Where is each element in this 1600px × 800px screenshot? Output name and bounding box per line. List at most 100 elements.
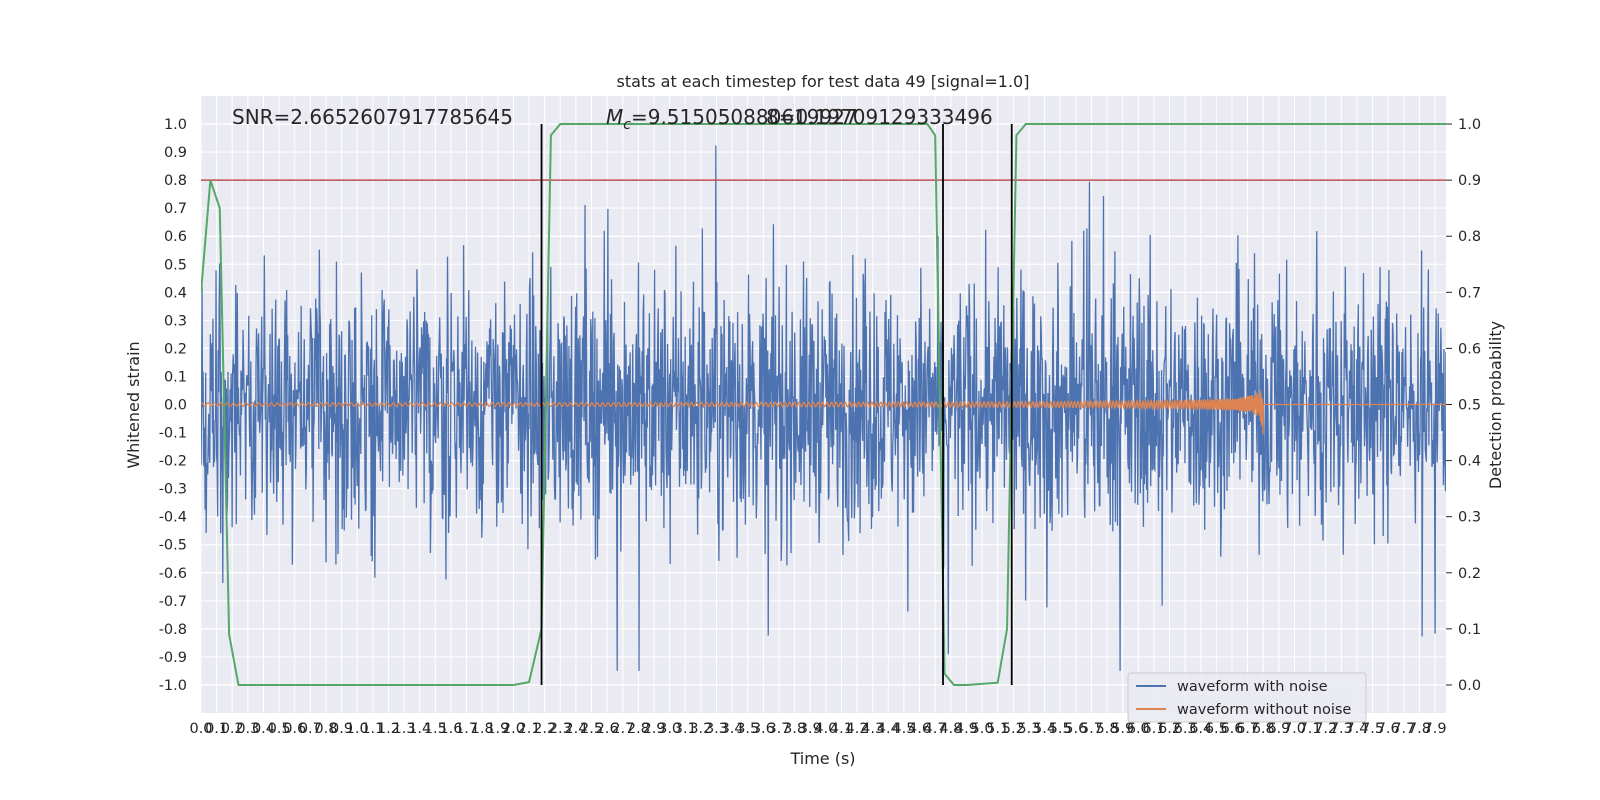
snr-annotation: SNR=2.6652607917785645 — [232, 105, 513, 129]
y2-tick-label: 0.3 — [1458, 510, 1481, 526]
x-tick-label: 1.9 — [486, 721, 509, 737]
y-tick-label: -0.7 — [159, 594, 187, 610]
x-tick-label: 6.4 — [1189, 721, 1212, 737]
x-tick-label: 2.1 — [518, 721, 541, 737]
x-tick-label: 2.5 — [580, 721, 603, 737]
y-tick-label: 1.0 — [164, 117, 187, 133]
chirp-mass-annotation: Mc=9.515050880619927 — [606, 105, 858, 133]
x-tick-label: 3.8 — [783, 721, 806, 737]
chart-title: stats at each timestep for test data 49 … — [617, 72, 1030, 91]
chirp-mass-subscript: c — [623, 117, 631, 133]
y-tick-label: -0.6 — [159, 566, 187, 582]
plot-area — [201, 123, 1446, 686]
x-tick-label: 4.1 — [830, 721, 853, 737]
y2-tick-label: 0.6 — [1458, 341, 1481, 357]
overlap-annotation: 8=0.19709129333496 — [766, 105, 993, 129]
x-tick-label: 4.4 — [877, 721, 900, 737]
x-tick-label: 1.6 — [439, 721, 462, 737]
y2-tick-label: 0.7 — [1458, 285, 1481, 301]
x-tick-label: 0.7 — [299, 721, 322, 737]
x-tick-label: 0.1 — [205, 721, 228, 737]
x-tick-label: 6.5 — [1205, 721, 1228, 737]
y-tick-label: 0.9 — [164, 145, 187, 161]
y-tick-label: -0.8 — [159, 622, 187, 638]
x-tick-label: 3.9 — [799, 721, 822, 737]
x-tick-label: 7.1 — [1299, 721, 1322, 737]
y-tick-label: 0.3 — [164, 313, 187, 329]
y-tick-label: 0.6 — [164, 229, 187, 245]
x-tick-label: 6.8 — [1252, 721, 1275, 737]
x-tick-label: 1.0 — [346, 721, 369, 737]
legend-label-noise: waveform with noise — [1177, 679, 1328, 695]
x-tick-label: 2.4 — [564, 721, 587, 737]
x-tick-label: 7.2 — [1314, 721, 1337, 737]
x-tick-label: 0.4 — [252, 721, 275, 737]
y2-tick-label: 0.2 — [1458, 566, 1481, 582]
x-tick-label: 5.1 — [986, 721, 1009, 737]
x-axis-label: Time (s) — [789, 749, 855, 768]
x-tick-label: 6.1 — [1142, 721, 1165, 737]
x-tick-label: 5.2 — [1002, 721, 1025, 737]
y2-tick-labels: 0.0 0.1 0.2 0.3 0.4 0.5 0.6 0.7 0.8 0.9 1.0 — [1446, 117, 1481, 694]
y2-tick-label: 0.8 — [1458, 229, 1481, 245]
legend-box — [1127, 672, 1367, 723]
x-tick-label: 6.9 — [1267, 721, 1290, 737]
y-tick-label: 0.7 — [164, 201, 187, 217]
y2-axis-label: Detection probability — [1486, 321, 1505, 489]
chirp-mass-value: =9.515050880619927 — [631, 105, 858, 129]
y-tick-label: -0.5 — [159, 538, 187, 554]
x-tick-label: 1.4 — [408, 721, 431, 737]
x-tick-label: 5.8 — [1095, 721, 1118, 737]
x-tick-label: 1.3 — [393, 721, 416, 737]
y-axis-label: Whitened strain — [124, 341, 143, 468]
x-tick-label: 5.9 — [1111, 721, 1134, 737]
x-tick-label: 2.2 — [533, 721, 556, 737]
y-tick-label: -0.1 — [159, 426, 187, 442]
x-tick-label: 4.7 — [924, 721, 947, 737]
x-tick-label: 1.2 — [377, 721, 400, 737]
x-tick-label: 2.7 — [611, 721, 634, 737]
x-tick-label: 4.9 — [955, 721, 978, 737]
x-tick-label: 2.0 — [502, 721, 525, 737]
x-tick-label: 2.8 — [627, 721, 650, 737]
x-tick-label: 4.0 — [814, 721, 837, 737]
x-tick-label: 6.2 — [1158, 721, 1181, 737]
y2-tick-label: 0.5 — [1458, 398, 1481, 414]
x-tick-label: 5.0 — [971, 721, 994, 737]
y-tick-label: -0.9 — [159, 650, 187, 666]
y-tick-label: 0.4 — [164, 285, 187, 301]
x-tick-label: 1.8 — [471, 721, 494, 737]
y-tick-label: 0.8 — [164, 173, 187, 189]
x-tick-label: 6.3 — [1174, 721, 1197, 737]
x-tick-label: 3.7 — [767, 721, 790, 737]
x-tick-label: 7.0 — [1283, 721, 1306, 737]
x-tick-label: 0.6 — [283, 721, 306, 737]
series-waveform-with-noise — [201, 145, 1446, 671]
x-tick-label: 4.6 — [908, 721, 931, 737]
x-tick-label: 2.9 — [642, 721, 665, 737]
x-tick-label: 1.7 — [455, 721, 478, 737]
y2-tick-label: 0.0 — [1458, 678, 1481, 694]
y-tick-label: 0.5 — [164, 257, 187, 273]
y-tick-label: 0.1 — [164, 369, 187, 385]
legend-label-clean: waveform without noise — [1177, 702, 1351, 718]
x-tick-label: 2.3 — [549, 721, 572, 737]
x-tick-label: 7.7 — [1392, 721, 1415, 737]
chirp-mass-symbol: M — [606, 105, 623, 129]
x-tick-label: 5.5 — [1049, 721, 1072, 737]
x-tick-label: 7.8 — [1408, 721, 1431, 737]
x-tick-labels: 0.00.10.20.30.40.50.60.70.80.91.01.11.21… — [189, 721, 1446, 737]
x-tick-label: 4.8 — [939, 721, 962, 737]
x-tick-label: 3.6 — [752, 721, 775, 737]
x-tick-label: 3.0 — [658, 721, 681, 737]
x-tick-label: 7.5 — [1361, 721, 1384, 737]
x-tick-label: 6.6 — [1220, 721, 1243, 737]
series-waveform-without-noise — [201, 389, 1446, 435]
x-tick-label: 0.3 — [236, 721, 259, 737]
x-tick-label: 0.8 — [314, 721, 337, 737]
x-tick-label: 6.7 — [1236, 721, 1259, 737]
x-tick-label: 5.6 — [1064, 721, 1087, 737]
x-tick-label: 5.7 — [1080, 721, 1103, 737]
y-tick-label: -0.2 — [159, 454, 187, 470]
